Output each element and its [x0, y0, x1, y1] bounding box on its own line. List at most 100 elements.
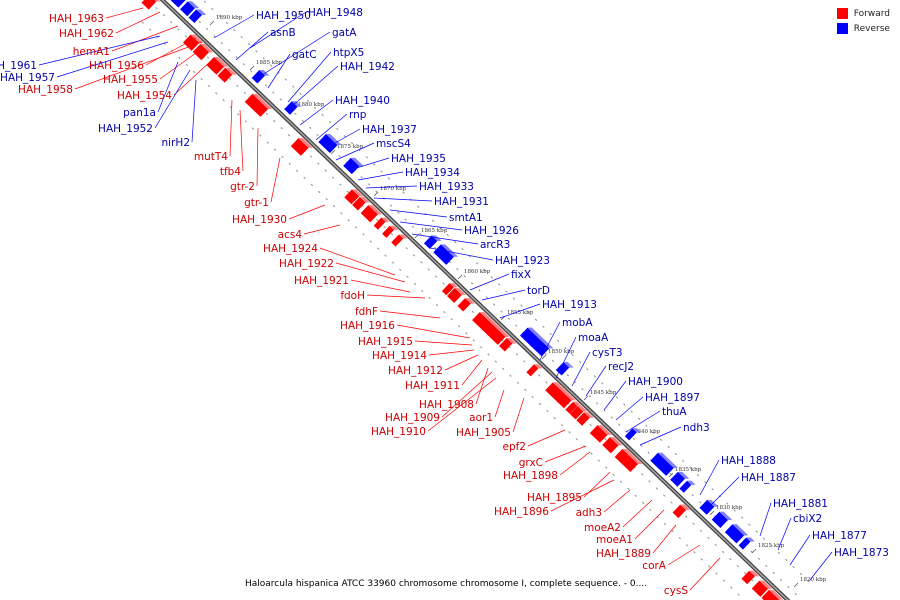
forward-gene-label[interactable]: fdhF	[355, 306, 378, 318]
reverse-gene-label[interactable]: HAH_1913	[542, 299, 597, 311]
forward-gene-label[interactable]: fdoH	[340, 290, 365, 302]
reverse-gene-label[interactable]: torD	[527, 285, 550, 297]
reverse-gene-label[interactable]: HAH_1877	[812, 530, 867, 542]
forward-gene-label[interactable]: gtr-1	[244, 197, 269, 209]
forward-gene-label[interactable]: HAH_1908	[419, 399, 474, 411]
forward-gene-label[interactable]: HAH_1962	[59, 28, 114, 40]
forward-gene-label[interactable]: HAH_1914	[372, 350, 427, 362]
forward-gene[interactable]	[364, 207, 383, 225]
reverse-gene-label[interactable]: HAH_1948	[308, 7, 363, 19]
reverse-gene-label[interactable]: fixX	[511, 269, 531, 281]
reverse-gene-label[interactable]: asnB	[270, 27, 296, 39]
reverse-gene[interactable]	[670, 470, 690, 489]
reverse-gene-label[interactable]: HAH_1881	[773, 498, 828, 510]
reverse-gene-label[interactable]: HAH_1952	[98, 123, 153, 135]
forward-gene-label[interactable]: HAH_1895	[527, 492, 582, 504]
forward-gene-label[interactable]: HAH_1921	[294, 275, 349, 287]
forward-gene[interactable]	[141, 0, 161, 12]
reverse-gene-label[interactable]: moaA	[578, 332, 609, 344]
forward-gene-label[interactable]: HAH_1912	[388, 365, 443, 377]
forward-gene[interactable]	[614, 447, 634, 466]
forward-gene-label[interactable]: HAH_1916	[340, 320, 395, 332]
forward-gene[interactable]	[526, 362, 543, 378]
forward-gene-label[interactable]: HAH_1922	[279, 258, 334, 270]
forward-gene[interactable]	[446, 286, 467, 305]
reverse-gene-label[interactable]: recJ2	[608, 361, 634, 373]
forward-gene-label[interactable]: HAH_1905	[456, 427, 511, 439]
reverse-gene[interactable]	[519, 325, 554, 358]
reverse-gene-label[interactable]: HAH_1957	[0, 72, 55, 84]
reverse-gene[interactable]	[251, 68, 270, 86]
reverse-gene-label[interactable]: HAH_1926	[464, 225, 519, 237]
forward-gene-label[interactable]: mutT4	[194, 151, 228, 163]
reverse-gene[interactable]	[180, 0, 200, 18]
reverse-gene-label[interactable]: gatA	[332, 27, 357, 39]
forward-gene-label[interactable]: epf2	[502, 441, 526, 453]
forward-gene-label[interactable]: HAH_1896	[494, 506, 549, 518]
reverse-gene-label[interactable]: rnp	[349, 109, 367, 121]
forward-gene-label[interactable]: tfb4	[220, 166, 241, 178]
reverse-gene-label[interactable]: HAH_1931	[434, 196, 489, 208]
forward-gene[interactable]	[487, 325, 510, 347]
forward-gene-label[interactable]: HAH_1924	[263, 243, 318, 255]
forward-gene-label[interactable]: gtr-2	[230, 181, 255, 193]
reverse-gene-label[interactable]: htpX5	[333, 47, 364, 59]
forward-gene[interactable]	[457, 296, 476, 314]
reverse-gene[interactable]	[343, 156, 364, 176]
forward-gene-label[interactable]: HAH_1958	[18, 84, 73, 96]
forward-gene[interactable]	[391, 232, 408, 248]
reverse-gene[interactable]	[168, 0, 190, 10]
reverse-gene[interactable]	[555, 360, 574, 378]
forward-gene[interactable]	[621, 454, 643, 474]
forward-gene[interactable]	[672, 502, 691, 520]
reverse-gene[interactable]	[188, 7, 207, 25]
reverse-gene-label[interactable]: thuA	[662, 406, 687, 418]
forward-gene[interactable]	[565, 400, 582, 416]
forward-gene-label[interactable]: HAH_1911	[405, 380, 460, 392]
reverse-gene[interactable]	[679, 479, 696, 495]
forward-gene[interactable]	[253, 100, 273, 119]
forward-gene[interactable]	[741, 569, 760, 587]
forward-gene-label[interactable]: HAH_1915	[358, 336, 413, 348]
forward-gene-label[interactable]: HAH_1956	[89, 60, 144, 72]
reverse-gene-label[interactable]: cysT3	[592, 347, 623, 359]
forward-gene[interactable]	[589, 423, 612, 445]
reverse-gene[interactable]	[318, 132, 342, 155]
reverse-gene-label[interactable]: nirH2	[162, 137, 190, 149]
reverse-gene[interactable]	[624, 426, 642, 442]
forward-gene[interactable]	[569, 404, 588, 422]
reverse-gene-label[interactable]: HAH_1897	[645, 392, 700, 404]
forward-gene[interactable]	[373, 215, 390, 231]
forward-gene[interactable]	[602, 435, 623, 455]
forward-gene-label[interactable]: HAH_1898	[503, 470, 558, 482]
reverse-gene-label[interactable]: ndh3	[683, 422, 710, 434]
forward-gene[interactable]	[382, 224, 399, 240]
forward-gene-label[interactable]: HAH_1955	[103, 74, 158, 86]
reverse-gene-label[interactable]: pan1a	[123, 107, 156, 119]
forward-gene-label[interactable]: cysS	[664, 585, 688, 597]
forward-gene-label[interactable]: acs4	[278, 229, 303, 241]
forward-gene[interactable]	[576, 410, 595, 428]
forward-gene[interactable]	[751, 578, 773, 598]
reverse-gene-label[interactable]: HAH_1937	[362, 124, 417, 136]
forward-gene-label[interactable]: HAH_1954	[117, 90, 172, 102]
reverse-gene[interactable]	[650, 451, 679, 478]
reverse-gene-label[interactable]: mscS4	[376, 138, 411, 150]
forward-gene[interactable]	[192, 42, 214, 62]
forward-gene-label[interactable]: grxC	[519, 457, 543, 469]
reverse-gene[interactable]	[423, 233, 442, 251]
reverse-gene[interactable]	[738, 535, 755, 551]
reverse-gene[interactable]	[724, 522, 744, 541]
forward-gene-label[interactable]: aor1	[469, 412, 493, 424]
reverse-gene-label[interactable]: HAH_1887	[741, 472, 796, 484]
forward-gene[interactable]	[481, 319, 501, 338]
forward-gene-label[interactable]: HAH_1909	[385, 412, 440, 424]
reverse-gene-label[interactable]: cbiX2	[793, 513, 822, 525]
forward-gene-label[interactable]: moeA2	[584, 522, 621, 534]
forward-gene-label[interactable]: HAH_1963	[49, 13, 104, 25]
forward-gene-label[interactable]: HAH_1910	[371, 426, 426, 438]
forward-gene-label[interactable]: adh3	[576, 507, 602, 519]
reverse-gene-label[interactable]: HAH_1923	[495, 255, 550, 267]
reverse-gene-label[interactable]: HAH_1873	[834, 547, 889, 559]
